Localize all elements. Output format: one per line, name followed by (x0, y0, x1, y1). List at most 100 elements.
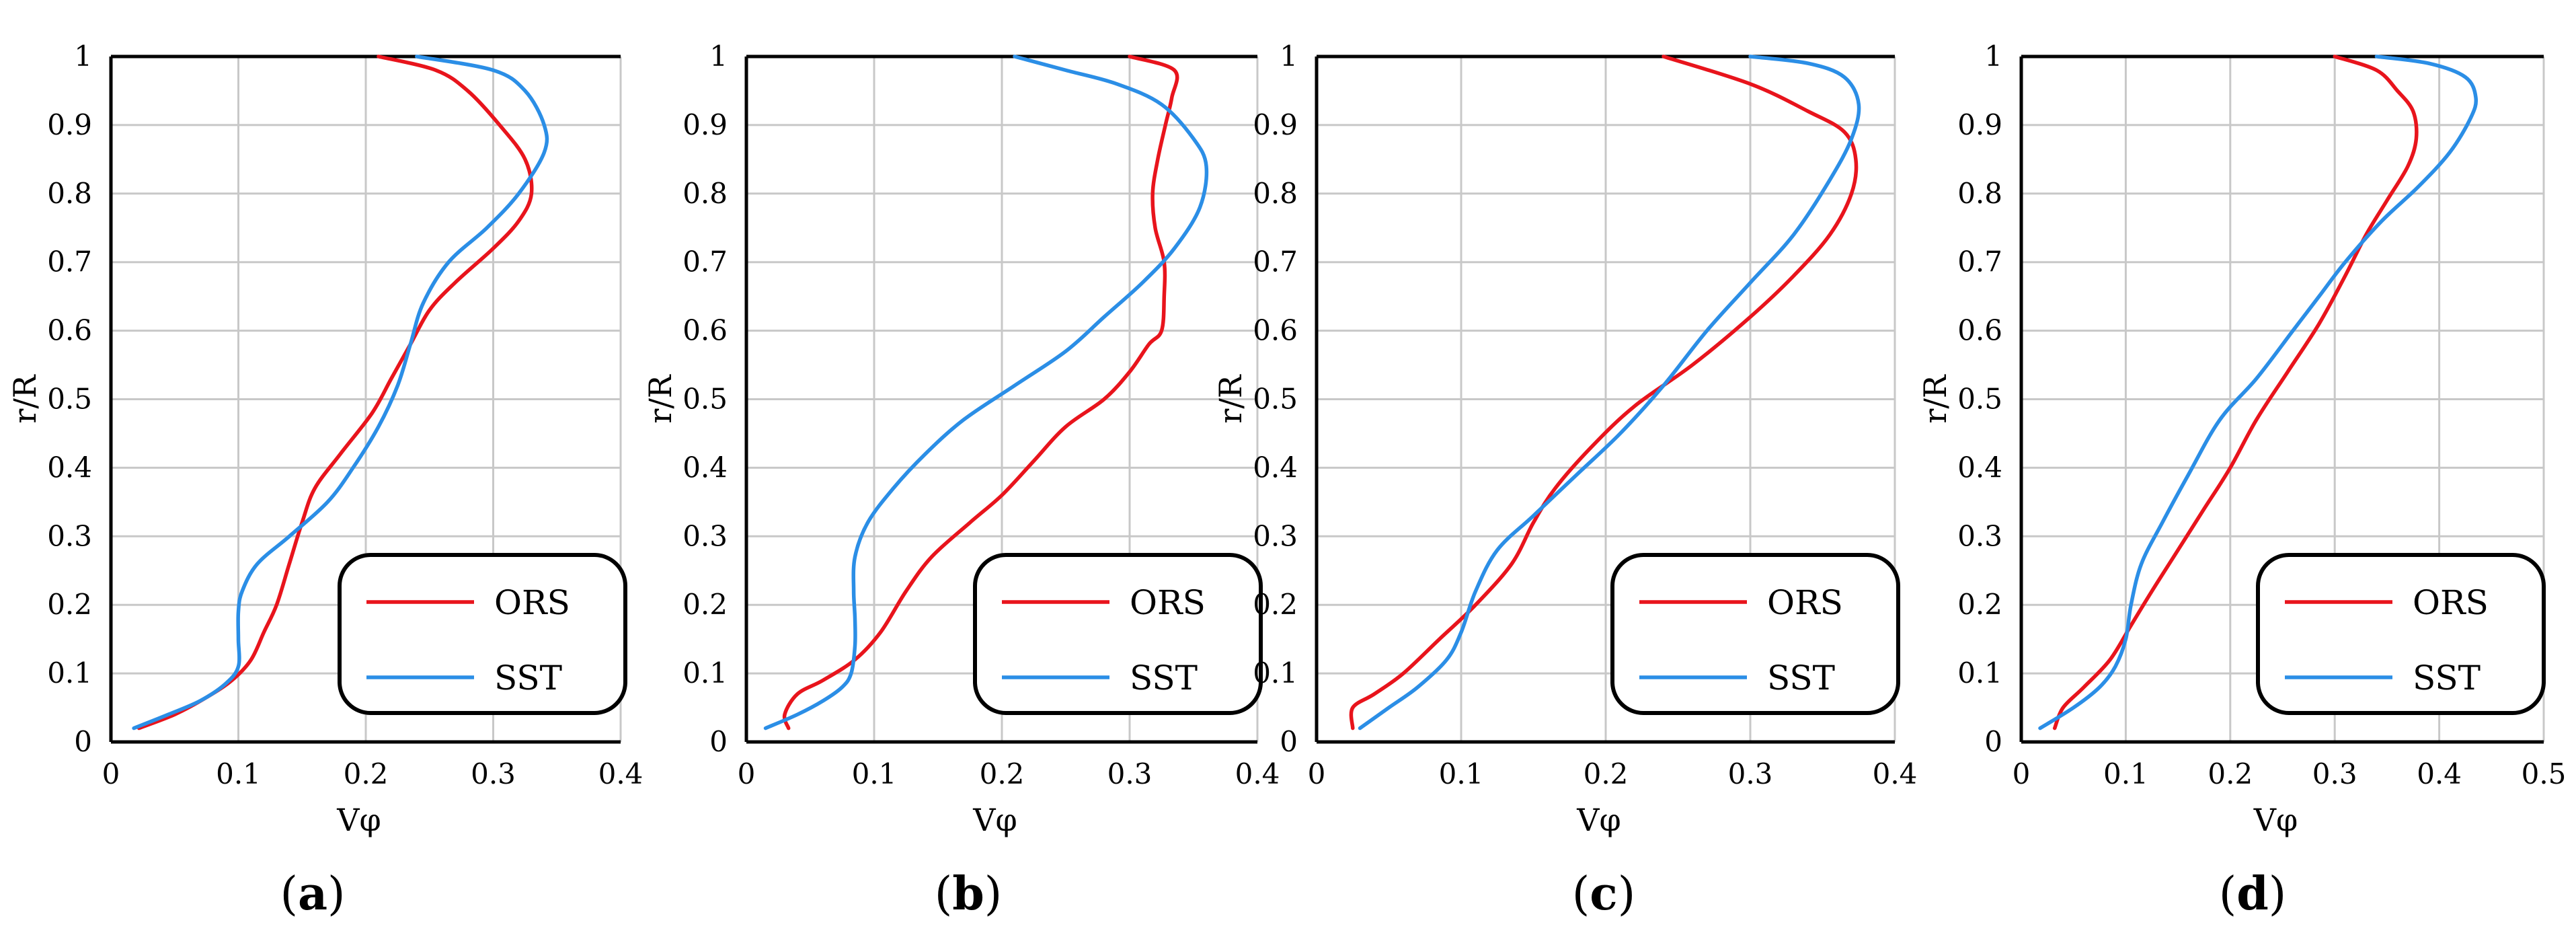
panel-letter: d (2236, 867, 2269, 921)
y-tick-label: 1 (709, 40, 728, 73)
panel-label: (d) (2219, 867, 2287, 921)
series-line-ors (2052, 54, 2419, 730)
y-tick-label: 0.8 (1957, 177, 2002, 210)
y-tick-label: 0.6 (1253, 314, 1298, 347)
y-tick-label: 0.7 (47, 246, 92, 278)
x-tick-label: 0.4 (2417, 757, 2462, 790)
legend-label-sst: SST (1767, 659, 1835, 698)
legend: ORS SST (973, 553, 1263, 715)
series-line-sst (132, 54, 549, 730)
y-axis-label: r/R (1917, 374, 1953, 423)
y-tick-label: 0.5 (1957, 383, 2002, 416)
x-tick-label: 0.3 (1107, 757, 1153, 790)
y-tick-label: 0.4 (1253, 451, 1298, 484)
y-tick-label: 0.1 (47, 657, 92, 689)
y-tick-label: 0.4 (682, 451, 728, 484)
y-tick-label: 0 (74, 725, 92, 758)
y-tick-label: 0.3 (1957, 519, 2002, 552)
series-line-ors (136, 54, 534, 730)
y-tick-label: 0.1 (1957, 657, 2002, 689)
series-line-sst (1358, 54, 1861, 730)
legend-label-ors: ORS (1767, 583, 1843, 622)
y-axis-label: r/R (642, 374, 678, 423)
y-tick-label: 0.3 (47, 519, 92, 552)
y-tick-label: 0.5 (682, 383, 728, 416)
y-tick-label: 0.6 (47, 314, 92, 347)
panel-letter: a (298, 867, 327, 921)
y-tick-label: 0.7 (682, 246, 728, 278)
x-tick-label: 0.1 (2103, 757, 2148, 790)
x-tick-label: 0.3 (471, 757, 516, 790)
chart-panel-a: 0 0.1 0.2 0.3 0.4 0 0.1 0.2 0.3 0.4 0.5 0.6 0.7 0.8 0.… (7, 40, 643, 921)
legend-label-sst: SST (1130, 659, 1198, 698)
x-tick-label: 0 (2013, 757, 2031, 790)
x-tick-label: 0.2 (1584, 757, 1629, 790)
legend-label-ors: ORS (1130, 583, 1206, 622)
x-tick-label: 0.2 (344, 757, 389, 790)
y-tick-label: 0 (1984, 725, 2002, 758)
y-tick-label: 0.3 (682, 519, 728, 552)
y-tick-label: 0.8 (1253, 177, 1298, 210)
y-tick-label: 0.6 (1957, 314, 2002, 347)
x-axis-label: Vφ (2253, 802, 2298, 838)
x-tick-label: 0.4 (1873, 757, 1918, 790)
y-tick-label: 0.8 (47, 177, 92, 210)
panel-letter: b (952, 867, 984, 921)
x-tick-label: 0.1 (216, 757, 261, 790)
y-tick-label: 0.6 (682, 314, 728, 347)
y-tick-label: 0.3 (1253, 519, 1298, 552)
x-axis-label: Vφ (336, 802, 381, 838)
x-tick-label: 0.4 (1235, 757, 1280, 790)
legend-box (2256, 553, 2546, 715)
y-tick-label: 0.9 (1253, 108, 1298, 141)
x-tick-label: 0.1 (1439, 757, 1484, 790)
x-tick-label: 0 (738, 757, 756, 790)
panel-label: (c) (1572, 867, 1635, 921)
x-tick-label: 0.1 (852, 757, 897, 790)
legend-box (338, 553, 627, 715)
y-tick-label: 0.5 (47, 383, 92, 416)
x-axis-label: Vφ (972, 802, 1017, 838)
panel-label: (a) (280, 867, 345, 921)
y-tick-label: 1 (1984, 40, 2002, 73)
y-tick-label: 0.7 (1957, 246, 2002, 278)
y-tick-label: 1 (1280, 40, 1298, 73)
series-line-sst (763, 54, 1209, 730)
y-tick-label: 0.2 (1957, 588, 2002, 621)
chart-panel-d: 0 0.1 0.2 0.3 0.4 0.5 0 0.1 0.2 0.3 0.4 0.5 0.6 0.7 0.… (1917, 40, 2566, 921)
legend: ORS SST (2256, 553, 2546, 715)
legend-label-sst: SST (494, 659, 562, 698)
y-tick-label: 0.9 (47, 108, 92, 141)
y-tick-label: 0.9 (682, 108, 728, 141)
y-tick-label: 0.2 (1253, 588, 1298, 621)
x-tick-label: 0.2 (2208, 757, 2253, 790)
x-tick-label: 0.5 (2522, 757, 2567, 790)
x-axis-label: Vφ (1576, 802, 1621, 838)
y-tick-label: 0.5 (1253, 383, 1298, 416)
y-tick-label: 0.7 (1253, 246, 1298, 278)
y-tick-label: 1 (74, 40, 92, 73)
panel-label: (b) (935, 867, 1003, 921)
panel-letter: c (1590, 867, 1617, 921)
y-tick-label: 0.4 (1957, 451, 2002, 484)
chart-panel-b: 0 0.1 0.2 0.3 0.4 0 0.1 0.2 0.3 0.4 0.5 0.6 0.7 0.8 0.… (642, 40, 1280, 921)
x-tick-label: 0.2 (980, 757, 1025, 790)
x-tick-label: 0 (102, 757, 120, 790)
x-tick-label: 0.3 (1728, 757, 1773, 790)
y-tick-label: 0 (709, 725, 728, 758)
legend: ORS SST (1610, 553, 1900, 715)
y-tick-label: 0.1 (1253, 657, 1298, 689)
y-tick-label: 0.8 (682, 177, 728, 210)
y-axis-label: r/R (7, 374, 43, 423)
series-line-sst (2038, 54, 2479, 730)
legend-label-sst: SST (2413, 659, 2481, 698)
legend-box (1610, 553, 1900, 715)
chart-panel-c: 0 0.1 0.2 0.3 0.400.10.20.30.40.50.60.70.80.… (1212, 40, 1917, 921)
x-tick-label: 0.3 (2312, 757, 2357, 790)
legend-box (973, 553, 1263, 715)
x-tick-label: 0.4 (598, 757, 643, 790)
y-tick-label: 0.2 (682, 588, 728, 621)
y-tick-label: 0.1 (682, 657, 728, 689)
legend: ORS SST (338, 553, 627, 715)
